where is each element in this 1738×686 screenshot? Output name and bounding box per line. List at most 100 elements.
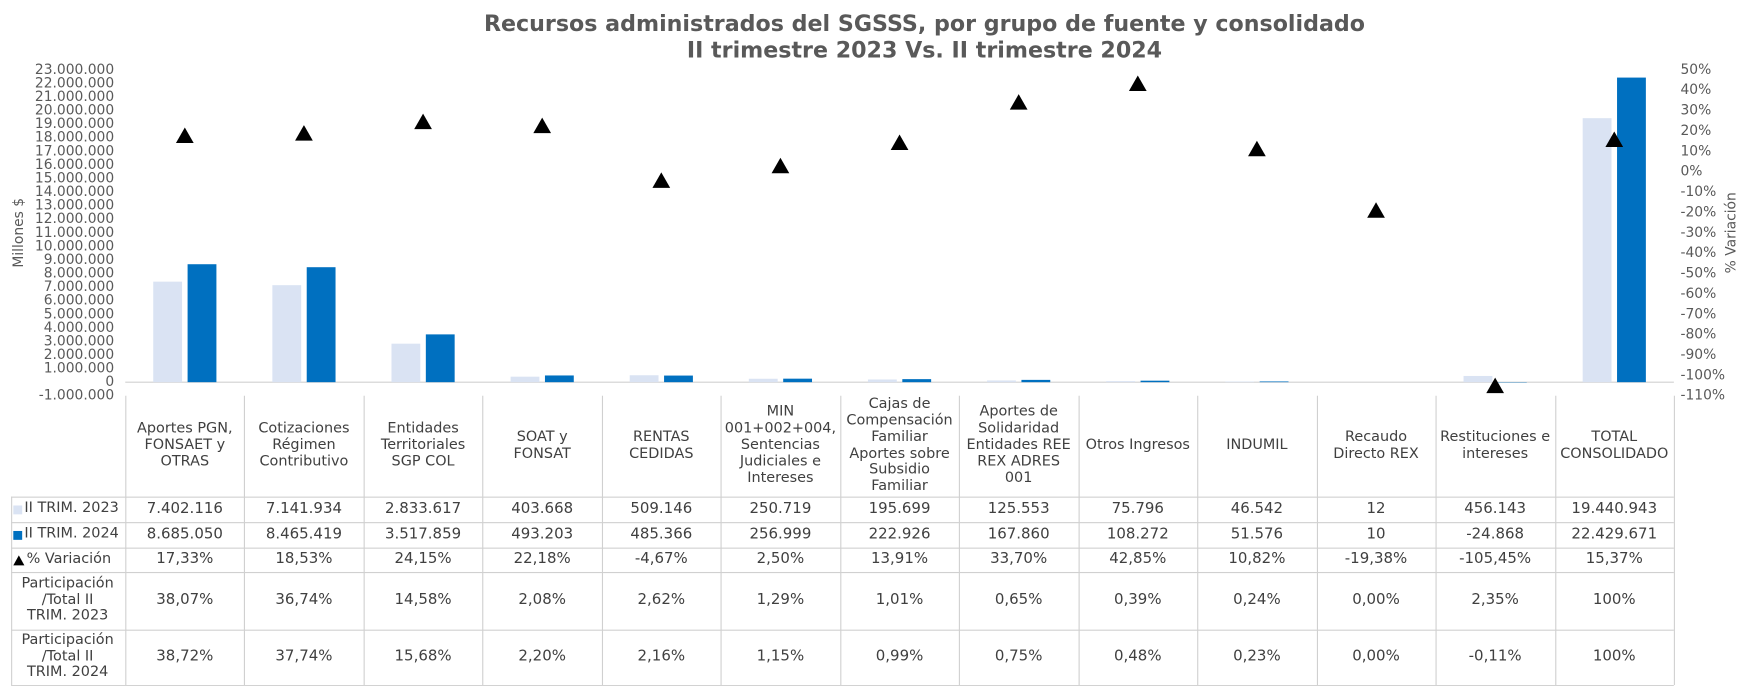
table-value: 100% xyxy=(1555,572,1674,630)
table-value: -4,67% xyxy=(602,548,721,572)
y2-tick-label: -100% xyxy=(1680,367,1725,383)
variation-marker xyxy=(414,114,432,130)
table-value: 222.926 xyxy=(840,522,959,547)
table-value: 37,74% xyxy=(244,630,363,685)
bar xyxy=(511,377,540,382)
bar xyxy=(987,380,1016,382)
table-value: 195.699 xyxy=(840,497,959,522)
y2-tick-label: 10% xyxy=(1680,143,1711,159)
bar xyxy=(1225,382,1254,383)
table-value: 18,53% xyxy=(244,548,363,572)
y2-tick-label: -10% xyxy=(1680,184,1716,200)
variation-marker xyxy=(891,134,909,150)
table-value: 46.542 xyxy=(1197,497,1316,522)
table-value: 0,99% xyxy=(840,630,959,685)
variation-marker xyxy=(1367,202,1385,218)
bar xyxy=(1141,381,1170,382)
table-value: 19.440.943 xyxy=(1555,497,1674,522)
table-value: 1,01% xyxy=(840,572,959,630)
category-header: TOTAL CONSOLIDADO xyxy=(1555,396,1674,497)
table-value: 493.203 xyxy=(483,522,602,547)
category-header: INDUMIL xyxy=(1197,396,1316,497)
table-value: 75.796 xyxy=(1078,497,1197,522)
row-header: Participación /Total II TRIM. 2024 xyxy=(11,630,125,685)
category-header: Cajas de Compensación Familiar Aportes s… xyxy=(840,396,959,497)
y2-tick-label: -40% xyxy=(1680,245,1716,261)
table-value: 8.685.050 xyxy=(125,522,244,547)
table-value: -105,45% xyxy=(1436,548,1555,572)
category-header: Cotizaciones Régimen Contributivo xyxy=(244,396,363,497)
table-value: 0,39% xyxy=(1078,572,1197,630)
variation-marker xyxy=(652,172,670,188)
table-value: 7.402.116 xyxy=(125,497,244,522)
row-header: Participación /Total II TRIM. 2023 xyxy=(11,572,125,630)
table-value: 1,29% xyxy=(721,572,840,630)
y2-axis-title: % Variación xyxy=(1723,192,1738,273)
table-value: 0,65% xyxy=(959,572,1078,630)
bar xyxy=(153,282,182,383)
table-border xyxy=(1674,396,1675,685)
category-header: Aportes PGN, FONSAET y OTRAS xyxy=(125,396,244,497)
y-tick-label: 23.000.000 xyxy=(35,62,114,78)
variation-marker xyxy=(1129,76,1147,92)
row-name: Participación /Total II TRIM. 2023 xyxy=(20,576,115,626)
bar xyxy=(1583,118,1612,382)
table-value: 38,07% xyxy=(125,572,244,630)
y2-tick-label: 40% xyxy=(1680,82,1711,98)
table-value: 2,20% xyxy=(483,630,602,685)
bar xyxy=(307,267,336,382)
category-header: Aportes de Solidaridad Entidades REE REX… xyxy=(959,396,1078,497)
table-value: 15,68% xyxy=(364,630,483,685)
category-header: Restituciones e intereses xyxy=(1436,396,1555,497)
table-value: 0,23% xyxy=(1197,630,1316,685)
table-value: 509.146 xyxy=(602,497,721,522)
legend-key xyxy=(13,530,22,539)
bar xyxy=(783,379,812,382)
row-header: II TRIM. 2024 xyxy=(11,522,125,547)
row-name: II TRIM. 2023 xyxy=(24,501,118,518)
bar xyxy=(188,264,217,382)
table-value: 100% xyxy=(1555,630,1674,685)
category-header: RENTAS CEDIDAS xyxy=(602,396,721,497)
y2-tick-label: -80% xyxy=(1680,327,1716,343)
table-value: 2,35% xyxy=(1436,572,1555,630)
row-name: Participación /Total II TRIM. 2024 xyxy=(20,633,115,683)
bar xyxy=(272,285,301,382)
variation-marker xyxy=(295,125,313,141)
bar xyxy=(391,344,420,382)
table-value: 10 xyxy=(1316,522,1435,547)
variation-marker xyxy=(533,118,551,134)
legend-key xyxy=(13,505,22,514)
row-name: II TRIM. 2024 xyxy=(24,527,118,544)
table-value: 7.141.934 xyxy=(244,497,363,522)
y2-tick-label: 50% xyxy=(1680,62,1711,78)
table-value: 167.860 xyxy=(959,522,1078,547)
table-value: 2.833.617 xyxy=(364,497,483,522)
variation-marker xyxy=(1248,141,1266,157)
table-value: 42,85% xyxy=(1078,548,1197,572)
row-header: % Variación xyxy=(11,548,125,572)
table-value: 0,00% xyxy=(1316,630,1435,685)
y2-tick-label: -110% xyxy=(1680,388,1725,404)
category-header: Entidades Territoriales SGP COL xyxy=(364,396,483,497)
bar xyxy=(1106,381,1135,382)
table-value: 38,72% xyxy=(125,630,244,685)
y2-tick-label: -20% xyxy=(1680,204,1716,220)
bar xyxy=(1464,376,1493,382)
y-tick-label: -1.000.000 xyxy=(39,388,114,404)
table-value: 2,08% xyxy=(483,572,602,630)
table-value: 2,62% xyxy=(602,572,721,630)
table-value: 12 xyxy=(1316,497,1435,522)
table-value: 51.576 xyxy=(1197,522,1316,547)
bar xyxy=(426,334,455,382)
bar xyxy=(1260,381,1289,382)
table-value: -19,38% xyxy=(1316,548,1435,572)
table-value: 3.517.859 xyxy=(364,522,483,547)
category-header: Otros Ingresos xyxy=(1078,396,1197,497)
variation-marker xyxy=(1010,94,1028,110)
table-value: 0,24% xyxy=(1197,572,1316,630)
table-value: 125.553 xyxy=(959,497,1078,522)
bar xyxy=(664,376,693,383)
table-value: 108.272 xyxy=(1078,522,1197,547)
